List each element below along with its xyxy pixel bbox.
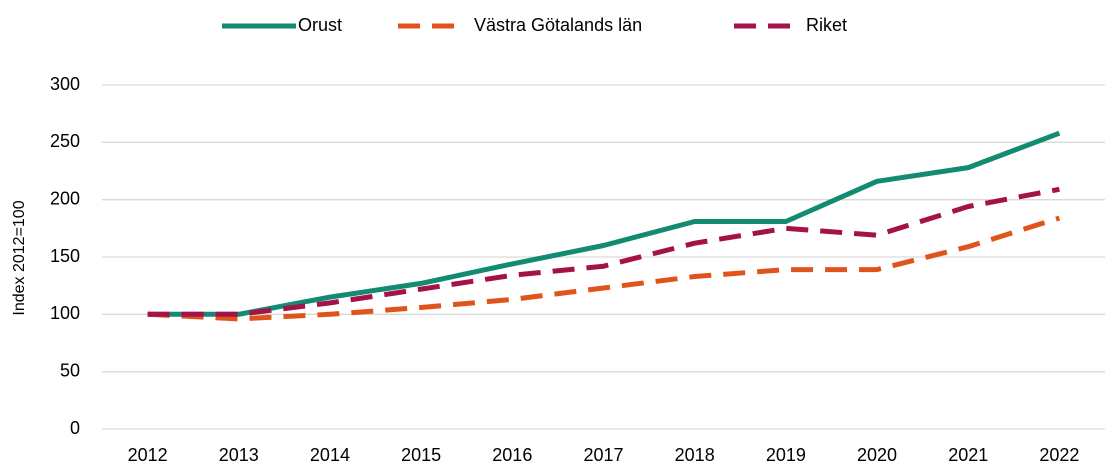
y-tick-label: 0 [70, 418, 80, 438]
y-tick-label: 300 [50, 74, 80, 94]
legend-label: Orust [298, 15, 342, 35]
y-axis-label: Index 2012=100 [11, 200, 28, 315]
x-tick-label: 2020 [857, 445, 897, 465]
x-tick-label: 2015 [401, 445, 441, 465]
x-tick-label: 2016 [492, 445, 532, 465]
x-tick-label: 2019 [766, 445, 806, 465]
y-tick-label: 200 [50, 188, 80, 208]
x-tick-label: 2012 [128, 445, 168, 465]
y-tick-label: 150 [50, 246, 80, 266]
x-tick-label: 2021 [948, 445, 988, 465]
legend-label: Riket [806, 15, 847, 35]
x-tick-label: 2017 [583, 445, 623, 465]
x-tick-label: 2022 [1039, 445, 1079, 465]
x-tick-label: 2013 [219, 445, 259, 465]
series-line [147, 186, 1060, 317]
x-tick-label: 2018 [675, 445, 715, 465]
series-line [147, 215, 1061, 322]
y-tick-label: 250 [50, 131, 80, 151]
legend-label: Västra Götalands län [474, 15, 642, 35]
y-tick-label: 50 [60, 360, 80, 380]
y-tick-label: 100 [50, 303, 80, 323]
x-tick-label: 2014 [310, 445, 350, 465]
series-line [147, 130, 1061, 317]
